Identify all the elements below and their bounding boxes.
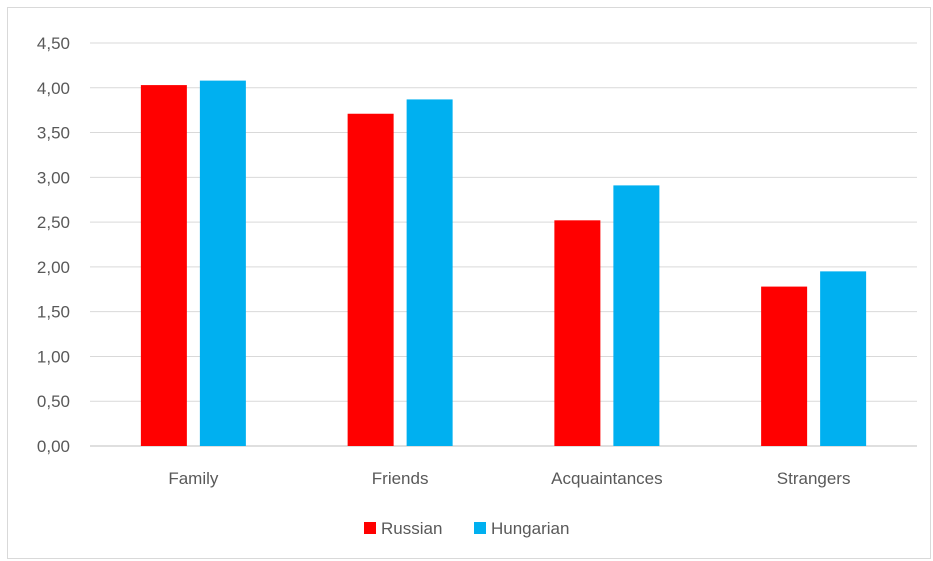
x-category-label: Friends: [372, 469, 429, 488]
y-tick-label: 3,50: [37, 124, 70, 143]
legend-label-russian: Russian: [381, 519, 442, 538]
y-axis-tick-labels: 0,00 0,50 1,00 1,50 2,00 2,50 3,00 3,50 4,00 4,50: [37, 34, 70, 456]
bar-hungarian-strangers: [820, 271, 867, 446]
x-category-label: Family: [168, 469, 219, 488]
y-tick-label: 3,00: [37, 168, 70, 187]
y-tick-label: 4,50: [37, 34, 70, 53]
legend-swatch-hungarian: [474, 522, 486, 534]
bar-russian-friends: [347, 113, 394, 446]
bars: [140, 80, 867, 447]
bar-russian-strangers: [761, 286, 808, 446]
bar-russian-family: [140, 85, 187, 446]
x-axis-category-labels: Family Friends Acquaintances Strangers: [168, 469, 850, 488]
bar-hungarian-friends: [406, 99, 453, 447]
bar-hungarian-acquaintances: [613, 185, 660, 447]
legend-swatch-russian: [364, 522, 376, 534]
legend-label-hungarian: Hungarian: [491, 519, 569, 538]
bar-hungarian-family: [199, 80, 246, 446]
y-tick-label: 1,50: [37, 303, 70, 322]
y-tick-label: 2,00: [37, 258, 70, 277]
x-category-label: Acquaintances: [551, 469, 663, 488]
y-tick-label: 0,50: [37, 392, 70, 411]
bar-russian-acquaintances: [554, 220, 601, 446]
x-category-label: Strangers: [777, 469, 851, 488]
y-tick-label: 1,00: [37, 347, 70, 366]
y-tick-label: 4,00: [37, 79, 70, 98]
y-tick-label: 2,50: [37, 213, 70, 232]
legend: Russian Hungarian: [364, 519, 569, 538]
y-tick-label: 0,00: [37, 437, 70, 456]
